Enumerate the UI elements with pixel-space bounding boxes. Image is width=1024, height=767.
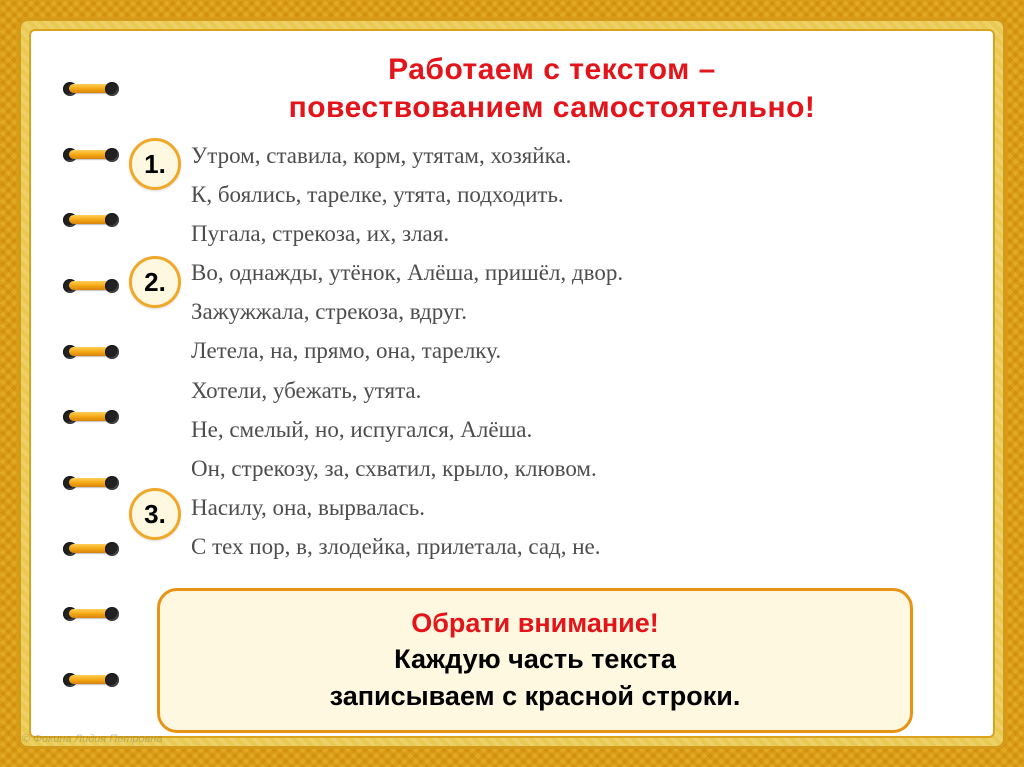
badge-1: 1. <box>129 138 181 190</box>
binding-ring <box>63 402 119 430</box>
note-attention: Обрати внимание! <box>180 605 890 641</box>
binding-ring <box>63 468 119 496</box>
line-6: Летела, на, прямо, она, тарелку. <box>191 331 963 370</box>
binding-ring <box>63 599 119 627</box>
line-1: Утром, ставила, корм, утятам, хозяйка. <box>191 136 963 175</box>
slide-root: Работаем с текстом – повествованием само… <box>0 0 1024 767</box>
body-wrap: 1. 2. 3. Утром, ставила, корм, утятам, х… <box>141 136 963 733</box>
note-line-2: записываем с красной строки. <box>180 678 890 714</box>
line-10: Насилу, она, вырвалась. <box>191 488 963 527</box>
title-line-1: Работаем с текстом – <box>388 53 716 86</box>
line-8: Не, смелый, но, испугался, Алёша. <box>191 410 963 449</box>
line-9: Он, стрекозу, за, схватил, крыло, клювом… <box>191 449 963 488</box>
binding-ring <box>63 665 119 693</box>
binding-ring <box>63 271 119 299</box>
binding-ring <box>63 205 119 233</box>
credit-text: © Фокина Лидия Петровна <box>22 733 163 745</box>
binding-ring <box>63 140 119 168</box>
line-11: С тех пор, в, злодейка, прилетала, сад, … <box>191 527 963 566</box>
outer-frame: Работаем с текстом – повествованием само… <box>18 18 1006 749</box>
binding-ring <box>63 74 119 102</box>
slide-title: Работаем с текстом – повествованием само… <box>141 51 963 126</box>
line-3: Пугала, стрекоза, их, злая. <box>191 214 963 253</box>
page: Работаем с текстом – повествованием само… <box>29 29 995 738</box>
line-7: Хотели, убежать, утята. <box>191 371 963 410</box>
line-4: Во, однажды, утёнок, Алёша, пришёл, двор… <box>191 253 963 292</box>
binding-ring <box>63 337 119 365</box>
badge-3: 3. <box>129 488 181 540</box>
binding-ring <box>63 534 119 562</box>
title-line-2: повествованием самостоятельно! <box>289 91 816 124</box>
note-line-1: Каждую часть текста <box>180 641 890 677</box>
note-box: Обрати внимание! Каждую часть текста зап… <box>157 588 913 733</box>
badge-2: 2. <box>129 256 181 308</box>
line-5: Зажужжала, стрекоза, вдруг. <box>191 292 963 331</box>
text-lines: Утром, ставила, корм, утятам, хозяйка. К… <box>191 136 963 566</box>
spiral-binding <box>63 55 119 712</box>
line-2: К, боялись, тарелке, утята, подходить. <box>191 175 963 214</box>
